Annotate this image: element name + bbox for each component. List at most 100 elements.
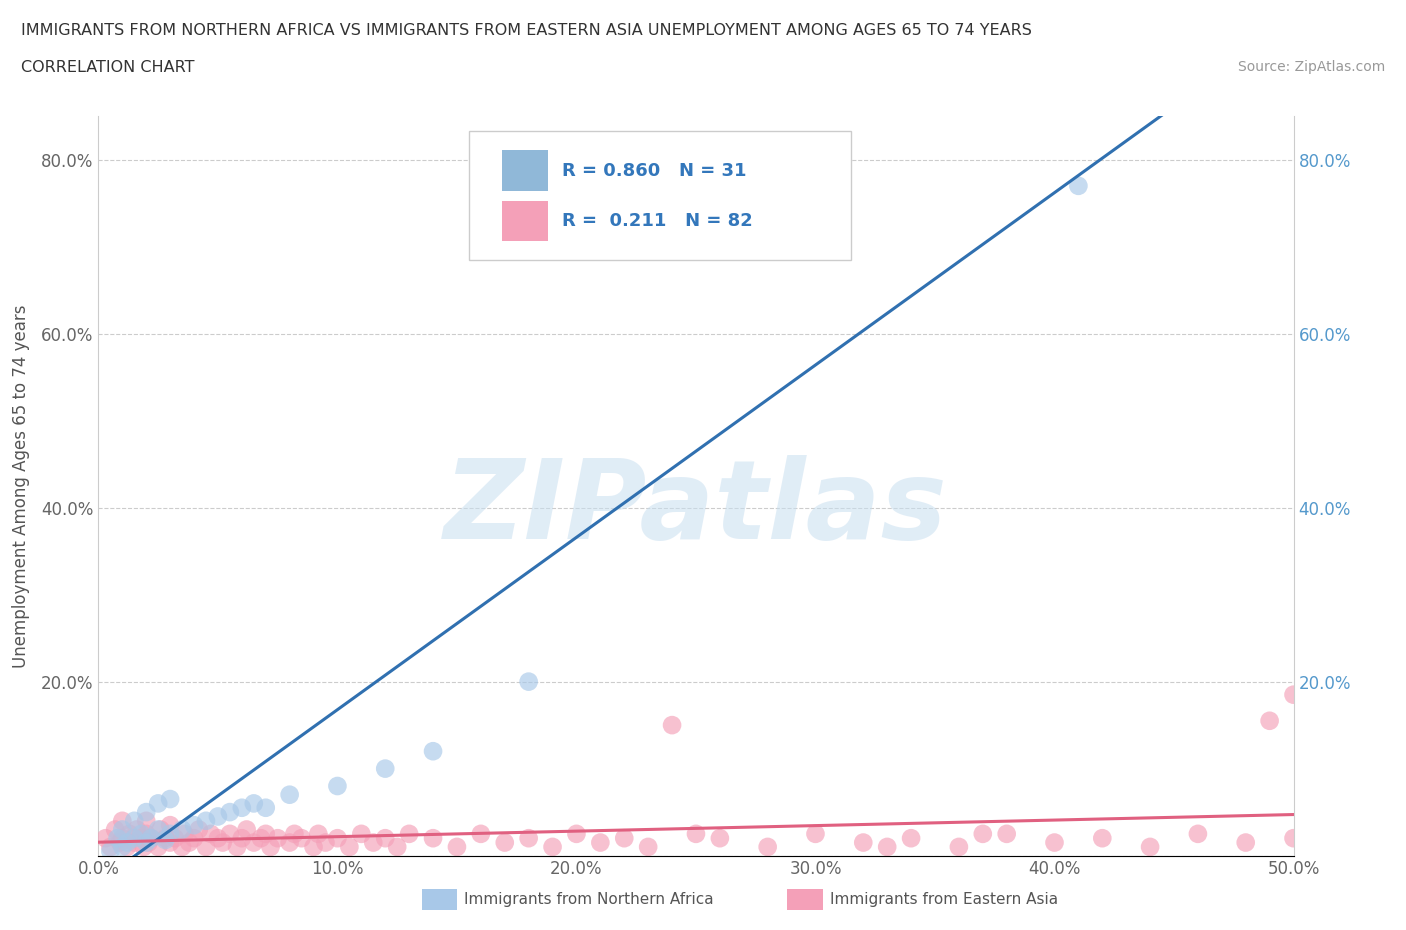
Point <box>135 827 157 842</box>
Point <box>148 822 170 837</box>
Point <box>179 835 201 850</box>
Point <box>111 830 134 845</box>
Point <box>685 827 707 842</box>
Point <box>138 835 160 850</box>
Point <box>1091 830 1114 845</box>
Point <box>995 827 1018 842</box>
Point <box>876 840 898 855</box>
Text: IMMIGRANTS FROM NORTHERN AFRICA VS IMMIGRANTS FROM EASTERN ASIA UNEMPLOYMENT AMO: IMMIGRANTS FROM NORTHERN AFRICA VS IMMIG… <box>21 23 1032 38</box>
Text: Source: ZipAtlas.com: Source: ZipAtlas.com <box>1237 60 1385 74</box>
Point <box>231 830 253 845</box>
Point <box>139 830 162 845</box>
Point <box>211 835 233 850</box>
Point <box>565 827 588 842</box>
Point <box>267 830 290 845</box>
Point <box>302 840 325 855</box>
Point <box>163 830 186 845</box>
Text: Immigrants from Eastern Asia: Immigrants from Eastern Asia <box>830 892 1057 907</box>
Bar <box>502 150 548 191</box>
Point <box>283 827 305 842</box>
Point <box>254 827 277 842</box>
Point <box>187 822 209 837</box>
Point <box>219 804 242 819</box>
Point <box>613 830 636 845</box>
Point <box>278 835 301 850</box>
Point <box>541 840 564 855</box>
Point <box>1282 687 1305 702</box>
Point <box>207 809 229 824</box>
Point <box>350 827 373 842</box>
Point <box>139 830 162 845</box>
Y-axis label: Unemployment Among Ages 65 to 74 years: Unemployment Among Ages 65 to 74 years <box>11 304 30 668</box>
Text: R =  0.211   N = 82: R = 0.211 N = 82 <box>562 212 752 230</box>
Point <box>637 840 659 855</box>
Point <box>254 801 277 816</box>
Point <box>135 804 157 819</box>
Point <box>183 817 205 832</box>
Point <box>374 761 396 776</box>
Point <box>589 835 612 850</box>
Point <box>1043 835 1066 850</box>
Point <box>517 674 540 689</box>
Point <box>207 830 229 845</box>
Point <box>756 840 779 855</box>
Point <box>219 827 242 842</box>
Point <box>98 840 122 855</box>
Point <box>131 830 153 845</box>
Point <box>804 827 827 842</box>
Point <box>235 822 257 837</box>
Point <box>250 830 273 845</box>
Point <box>315 835 337 850</box>
Point <box>149 822 172 837</box>
Point <box>661 718 683 733</box>
Bar <box>502 201 548 241</box>
Point <box>578 187 600 202</box>
FancyBboxPatch shape <box>470 131 852 260</box>
Point <box>422 744 444 759</box>
Point <box>385 840 409 855</box>
Point <box>243 835 266 850</box>
Point <box>111 822 134 837</box>
Point <box>183 830 205 845</box>
Point <box>1234 835 1257 850</box>
Point <box>243 796 266 811</box>
Point <box>374 830 396 845</box>
Point <box>517 830 540 845</box>
Point <box>398 827 420 842</box>
Point <box>278 788 301 803</box>
Point <box>172 822 194 837</box>
Point <box>159 835 181 850</box>
Point <box>125 822 148 837</box>
Point <box>115 835 138 850</box>
Point <box>339 840 361 855</box>
Point <box>422 830 444 845</box>
Text: ZIPatlas: ZIPatlas <box>444 455 948 562</box>
Point <box>900 830 922 845</box>
Point <box>326 778 349 793</box>
Point <box>1282 830 1305 845</box>
Point <box>172 840 194 855</box>
Point <box>98 844 122 858</box>
Point <box>307 827 329 842</box>
Point <box>111 814 134 829</box>
Point <box>115 840 138 855</box>
Point <box>118 827 141 842</box>
Point <box>470 827 492 842</box>
Point <box>131 827 153 842</box>
Point <box>159 791 181 806</box>
Point <box>155 830 177 845</box>
Point <box>226 840 249 855</box>
Point <box>852 835 875 850</box>
Point <box>494 835 516 850</box>
Point <box>135 814 157 829</box>
Point <box>291 830 314 845</box>
Text: Immigrants from Northern Africa: Immigrants from Northern Africa <box>464 892 714 907</box>
Point <box>107 830 129 845</box>
Point <box>124 835 146 850</box>
Point <box>135 835 157 850</box>
Point <box>259 840 281 855</box>
Point <box>948 840 970 855</box>
Point <box>124 814 146 829</box>
Point <box>195 814 218 829</box>
Point <box>1139 840 1161 855</box>
